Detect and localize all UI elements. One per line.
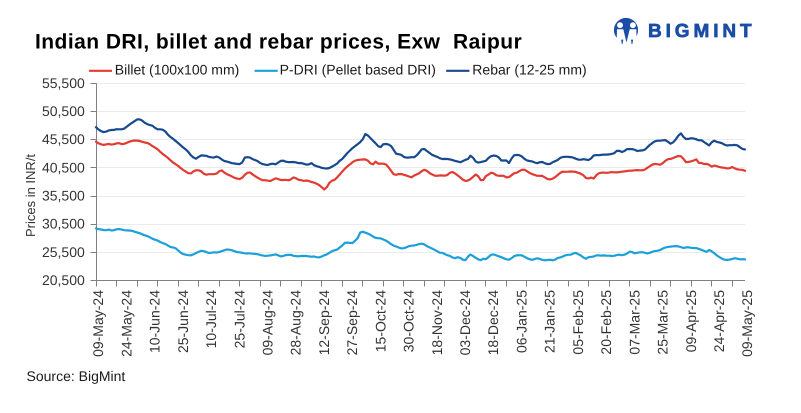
svg-text:30,500: 30,500 xyxy=(42,216,85,232)
svg-text:25-Mar-25: 25-Mar-25 xyxy=(655,290,671,355)
svg-text:24-Apr-25: 24-Apr-25 xyxy=(711,290,727,352)
svg-text:Rebar (12-25 mm): Rebar (12-25 mm) xyxy=(472,62,586,78)
svg-text:50,500: 50,500 xyxy=(42,103,85,119)
svg-text:45,500: 45,500 xyxy=(42,131,85,147)
svg-text:09-Aug-24: 09-Aug-24 xyxy=(260,290,276,356)
svg-text:P-DRI (Pellet based DRI): P-DRI (Pellet based DRI) xyxy=(280,62,436,78)
svg-text:10-Jun-24: 10-Jun-24 xyxy=(147,290,163,353)
svg-text:25-Jun-24: 25-Jun-24 xyxy=(175,290,191,353)
svg-text:27-Sep-24: 27-Sep-24 xyxy=(344,290,360,356)
svg-text:05-Feb-25: 05-Feb-25 xyxy=(570,290,586,355)
svg-text:25,500: 25,500 xyxy=(42,244,85,260)
svg-text:10-Jul-24: 10-Jul-24 xyxy=(203,290,219,349)
svg-text:Indian DRI, billet and rebar p: Indian DRI, billet and rebar prices, Exw… xyxy=(35,31,522,54)
svg-text:20-Feb-25: 20-Feb-25 xyxy=(598,290,614,355)
svg-text:21-Jan-25: 21-Jan-25 xyxy=(542,290,558,353)
svg-text:55,500: 55,500 xyxy=(42,75,85,91)
svg-text:28-Aug-24: 28-Aug-24 xyxy=(288,290,304,356)
svg-text:09-May-24: 09-May-24 xyxy=(90,290,106,357)
svg-text:18-Dec-24: 18-Dec-24 xyxy=(485,290,501,356)
svg-text:09-Apr-25: 09-Apr-25 xyxy=(683,290,699,352)
svg-text:BIGMINT: BIGMINT xyxy=(648,21,756,42)
svg-text:09-May-25: 09-May-25 xyxy=(739,290,755,357)
svg-text:15-Oct-24: 15-Oct-24 xyxy=(372,290,388,352)
svg-text:25-Jul-24: 25-Jul-24 xyxy=(231,290,247,349)
svg-text:24-May-24: 24-May-24 xyxy=(118,290,134,357)
svg-text:Prices in INR/t: Prices in INR/t xyxy=(23,154,38,237)
svg-text:06-Jan-25: 06-Jan-25 xyxy=(513,290,529,353)
svg-text:30-Oct-24: 30-Oct-24 xyxy=(401,290,417,352)
svg-text:35,500: 35,500 xyxy=(42,188,85,204)
svg-text:12-Sep-24: 12-Sep-24 xyxy=(316,290,332,356)
svg-text:03-Dec-24: 03-Dec-24 xyxy=(457,290,473,356)
svg-text:40,500: 40,500 xyxy=(42,159,85,175)
svg-text:Source: BigMint: Source: BigMint xyxy=(27,368,126,384)
svg-text:07-Mar-25: 07-Mar-25 xyxy=(626,290,642,355)
svg-text:Billet (100x100 mm): Billet (100x100 mm) xyxy=(115,62,240,78)
svg-text:18-Nov-24: 18-Nov-24 xyxy=(429,290,445,356)
svg-text:20,500: 20,500 xyxy=(42,272,85,288)
